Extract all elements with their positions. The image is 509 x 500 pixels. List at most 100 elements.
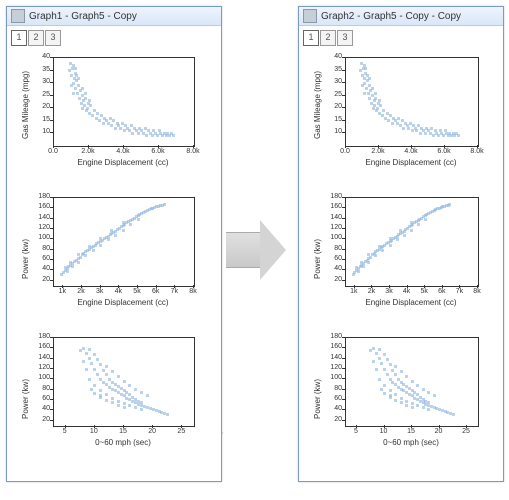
y-tick-label: 30 xyxy=(334,78,342,85)
pager: 123 xyxy=(303,30,499,46)
data-point xyxy=(99,363,102,366)
x-tick-label: 15 xyxy=(401,428,421,435)
y-tick-mark xyxy=(342,358,345,359)
data-point xyxy=(119,127,122,130)
data-point xyxy=(424,218,427,221)
data-point xyxy=(369,349,372,352)
x-tick-label: 7k xyxy=(164,288,184,295)
window-icon xyxy=(303,9,317,23)
x-tick-label: 25 xyxy=(456,428,476,435)
plot-area xyxy=(53,57,195,147)
y-tick-mark xyxy=(50,238,53,239)
data-point xyxy=(368,77,371,80)
y-tick-mark xyxy=(342,399,345,400)
data-point xyxy=(379,104,382,107)
x-tick-mark xyxy=(123,425,124,428)
data-point xyxy=(117,375,120,378)
y-tick-mark xyxy=(50,259,53,260)
y-tick-label: 20 xyxy=(334,416,342,423)
data-point xyxy=(123,402,126,405)
x-tick-mark xyxy=(424,285,425,288)
y-tick-mark xyxy=(50,120,53,121)
y-tick-label: 15 xyxy=(42,116,50,123)
data-point xyxy=(387,119,390,122)
data-point xyxy=(389,363,392,366)
data-point xyxy=(376,107,379,110)
y-tick-mark xyxy=(342,420,345,421)
data-point xyxy=(77,77,80,80)
data-point xyxy=(383,353,386,356)
y-tick-mark xyxy=(50,82,53,83)
data-point xyxy=(400,401,403,404)
data-point xyxy=(391,122,394,125)
x-tick-mark xyxy=(65,425,66,428)
data-point xyxy=(110,229,113,232)
data-point xyxy=(399,229,402,232)
y-tick-label: 140 xyxy=(330,354,342,361)
pager-button[interactable]: 2 xyxy=(28,30,44,46)
plot-area xyxy=(53,337,195,427)
data-point xyxy=(410,221,413,224)
data-point xyxy=(391,369,394,372)
x-tick-mark xyxy=(444,145,445,148)
y-tick-mark xyxy=(342,70,345,71)
y-tick-label: 40 xyxy=(334,265,342,272)
y-tick-label: 40 xyxy=(42,265,50,272)
data-point xyxy=(362,265,365,268)
y-tick-mark xyxy=(50,107,53,108)
data-point xyxy=(433,394,436,397)
x-tick-label: 10 xyxy=(84,428,104,435)
data-point xyxy=(172,134,175,137)
y-tick-mark xyxy=(342,207,345,208)
data-point xyxy=(102,369,105,372)
data-point xyxy=(88,357,91,360)
data-point xyxy=(123,406,126,409)
data-point xyxy=(427,391,430,394)
data-point xyxy=(93,353,96,356)
pager-button[interactable]: 3 xyxy=(337,30,353,46)
y-tick-label: 35 xyxy=(334,66,342,73)
x-tick-mark xyxy=(345,145,346,148)
data-point xyxy=(402,127,405,130)
y-tick-label: 20 xyxy=(42,103,50,110)
data-point xyxy=(411,402,414,405)
data-point xyxy=(355,266,358,269)
y-tick-label: 100 xyxy=(330,374,342,381)
data-point xyxy=(371,87,374,90)
data-point xyxy=(415,129,418,132)
pager-button[interactable]: 3 xyxy=(45,30,61,46)
data-point xyxy=(88,245,91,248)
data-point xyxy=(378,357,381,360)
window-titlebar[interactable]: Graph2 - Graph5 - Copy - Copy xyxy=(299,7,503,26)
pager-button[interactable]: 1 xyxy=(303,30,319,46)
plot-area xyxy=(345,57,479,147)
data-point xyxy=(93,384,96,387)
data-point xyxy=(140,408,143,411)
data-point xyxy=(381,249,384,252)
charts-column: 101520253035400.02.0k4.0k6.0k8.0kEngine … xyxy=(303,48,499,460)
data-point xyxy=(389,244,392,247)
x-tick-mark xyxy=(174,285,175,288)
data-point xyxy=(82,347,85,350)
y-tick-label: 60 xyxy=(42,395,50,402)
x-tick-mark xyxy=(53,145,54,148)
pager-button[interactable]: 1 xyxy=(11,30,27,46)
data-point xyxy=(378,378,381,381)
data-point xyxy=(131,132,134,135)
data-point xyxy=(92,249,95,252)
data-point xyxy=(151,134,154,137)
data-point xyxy=(146,394,149,397)
data-point xyxy=(111,401,114,404)
data-point xyxy=(382,109,385,112)
data-point xyxy=(86,107,89,110)
data-point xyxy=(364,67,367,70)
pager-button[interactable]: 2 xyxy=(320,30,336,46)
data-point xyxy=(117,404,120,407)
data-point xyxy=(137,132,140,135)
data-point xyxy=(145,134,148,137)
data-point xyxy=(140,401,143,404)
data-point xyxy=(84,254,87,257)
y-tick-label: 120 xyxy=(330,364,342,371)
window-titlebar[interactable]: Graph1 - Graph5 - Copy xyxy=(7,7,221,26)
data-point xyxy=(88,99,91,102)
